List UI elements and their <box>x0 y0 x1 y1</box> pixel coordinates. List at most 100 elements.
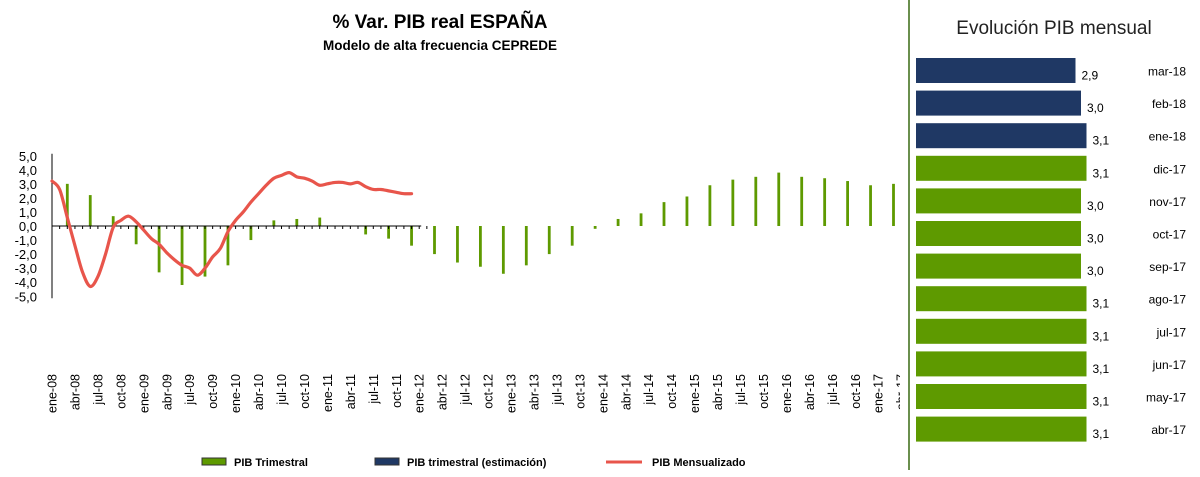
y-tick-label: 5,0 <box>19 149 37 164</box>
bar <box>547 226 551 255</box>
x-tick-label: oct-11 <box>390 374 404 408</box>
x-tick-label: ene-14 <box>596 374 610 413</box>
x-tick-label: oct-15 <box>757 374 771 409</box>
x-tick-label: oct-13 <box>573 374 587 409</box>
x-tick-label: abr-11 <box>344 374 358 409</box>
chart-subtitle: Modelo de alta frecuencia CEPREDE <box>323 38 557 53</box>
x-tick-labels: ene-08 abr-08 jul-08 oct-08 ene-09 abr-09 jul-… <box>46 374 901 413</box>
y-tick-label: -3,0 <box>15 261 37 276</box>
bar <box>639 213 643 226</box>
bar <box>501 226 505 274</box>
y-tick-label: -4,0 <box>15 275 37 290</box>
bar <box>111 216 115 226</box>
bar <box>823 178 827 226</box>
side-bar-value-label: 3,1 <box>1093 395 1110 409</box>
legend-label-pib-estimacion: PIB trimestral (estimación) <box>407 457 547 469</box>
y-tick-label: 0,0 <box>19 219 37 234</box>
bar <box>410 226 413 246</box>
bar <box>662 202 666 226</box>
side-bar <box>916 123 1087 149</box>
x-tick-label: abr-08 <box>68 374 82 410</box>
side-bar-value-label: 3,0 <box>1087 232 1104 246</box>
bar <box>479 226 482 267</box>
side-bar <box>916 286 1087 312</box>
side-bar-value-label: 3,0 <box>1087 264 1104 278</box>
x-tick-label: ene-10 <box>229 374 243 413</box>
bar <box>180 226 184 286</box>
bar <box>318 217 322 226</box>
bar <box>869 185 872 226</box>
side-bar-category-label: may-17 <box>1146 391 1186 405</box>
bar <box>892 183 895 226</box>
bar <box>708 185 712 226</box>
side-bar-category-label: dic-17 <box>1153 162 1186 176</box>
x-tick-label: abr-10 <box>252 374 266 410</box>
x-tick-label: abr-16 <box>803 374 817 410</box>
side-bar <box>916 351 1087 377</box>
x-tick-label: jul-09 <box>183 374 197 406</box>
bar <box>616 218 620 226</box>
y-tick-label: -2,0 <box>15 247 37 262</box>
side-chart: Evolución PIB mensual 2,9 mar-18 3,0 feb-18… <box>916 18 1187 442</box>
bar <box>731 179 735 226</box>
x-tick-label: oct-14 <box>665 374 679 409</box>
bar <box>65 183 69 226</box>
side-bar <box>916 90 1081 116</box>
bar <box>593 226 597 229</box>
side-chart-title: Evolución PIB mensual <box>956 18 1151 39</box>
x-tick-label: jul-11 <box>367 374 381 405</box>
x-tick-label: oct-12 <box>482 374 496 409</box>
side-bar <box>916 253 1081 279</box>
side-bar-value-label: 3,1 <box>1093 166 1110 180</box>
bar <box>754 176 758 226</box>
chart-title: % Var. PIB real ESPAÑA <box>332 11 547 33</box>
y-axis-ticks: 5,04,03,02,01,00,0-1,0-2,0-3,0-4,0-5,0 <box>15 149 37 305</box>
x-tick-label: jul-13 <box>550 374 564 406</box>
side-bar-category-label: abr-17 <box>1151 423 1186 437</box>
bar <box>203 226 207 277</box>
x-tick-label: jul-14 <box>642 374 656 406</box>
x-tick-label: ene-08 <box>46 374 60 413</box>
bar <box>456 226 459 263</box>
side-bar-category-label: jul-17 <box>1156 325 1187 339</box>
y-tick-label: -1,0 <box>15 233 37 248</box>
bar <box>272 220 276 226</box>
side-bar <box>916 58 1076 83</box>
x-tick-label: ene-16 <box>780 374 794 413</box>
side-bar-value-label: 3,1 <box>1093 427 1110 441</box>
legend-swatch-pib-estimacion <box>374 457 400 466</box>
y-tick-label: 4,0 <box>19 163 37 178</box>
side-bar-category-label: nov-17 <box>1149 195 1186 209</box>
divider <box>908 0 910 470</box>
main-chart: % Var. PIB real ESPAÑA Modelo de alta fr… <box>15 11 901 469</box>
x-tick-label: abr-09 <box>160 374 174 410</box>
side-bar-value-label: 3,0 <box>1087 199 1104 213</box>
bar <box>157 226 161 273</box>
side-bar-category-label: mar-18 <box>1148 65 1186 79</box>
x-tick-label: jul-12 <box>459 374 473 406</box>
x-tick-label: jul-08 <box>91 374 105 406</box>
x-tick-label: ene-15 <box>688 374 702 413</box>
side-bar-value-label: 3,1 <box>1093 362 1110 376</box>
side-bar-category-label: ago-17 <box>1149 293 1187 307</box>
side-bar-category-label: jun-17 <box>1152 358 1187 372</box>
x-tick-label: abr-13 <box>527 374 541 410</box>
bar <box>846 181 849 226</box>
bar <box>295 218 299 226</box>
side-bar-value-label: 3,1 <box>1093 329 1110 343</box>
x-tick-label: ene-09 <box>137 374 151 413</box>
side-bar-value-label: 3,1 <box>1093 297 1110 311</box>
x-tick-label: jul-15 <box>734 374 748 406</box>
side-bar <box>916 188 1081 214</box>
bar <box>226 226 230 266</box>
x-axis <box>51 153 428 299</box>
bar <box>800 176 804 226</box>
side-bar <box>916 221 1081 246</box>
y-tick-label: -5,0 <box>15 289 37 304</box>
bar <box>134 226 138 245</box>
legend: PIB Trimestral PIB trimestral (estimació… <box>201 457 746 469</box>
x-tick-label: oct-16 <box>849 374 863 409</box>
side-bar <box>916 318 1087 344</box>
x-tick-label: abr-15 <box>711 374 725 410</box>
side-bar-category-label: oct-17 <box>1153 228 1187 242</box>
